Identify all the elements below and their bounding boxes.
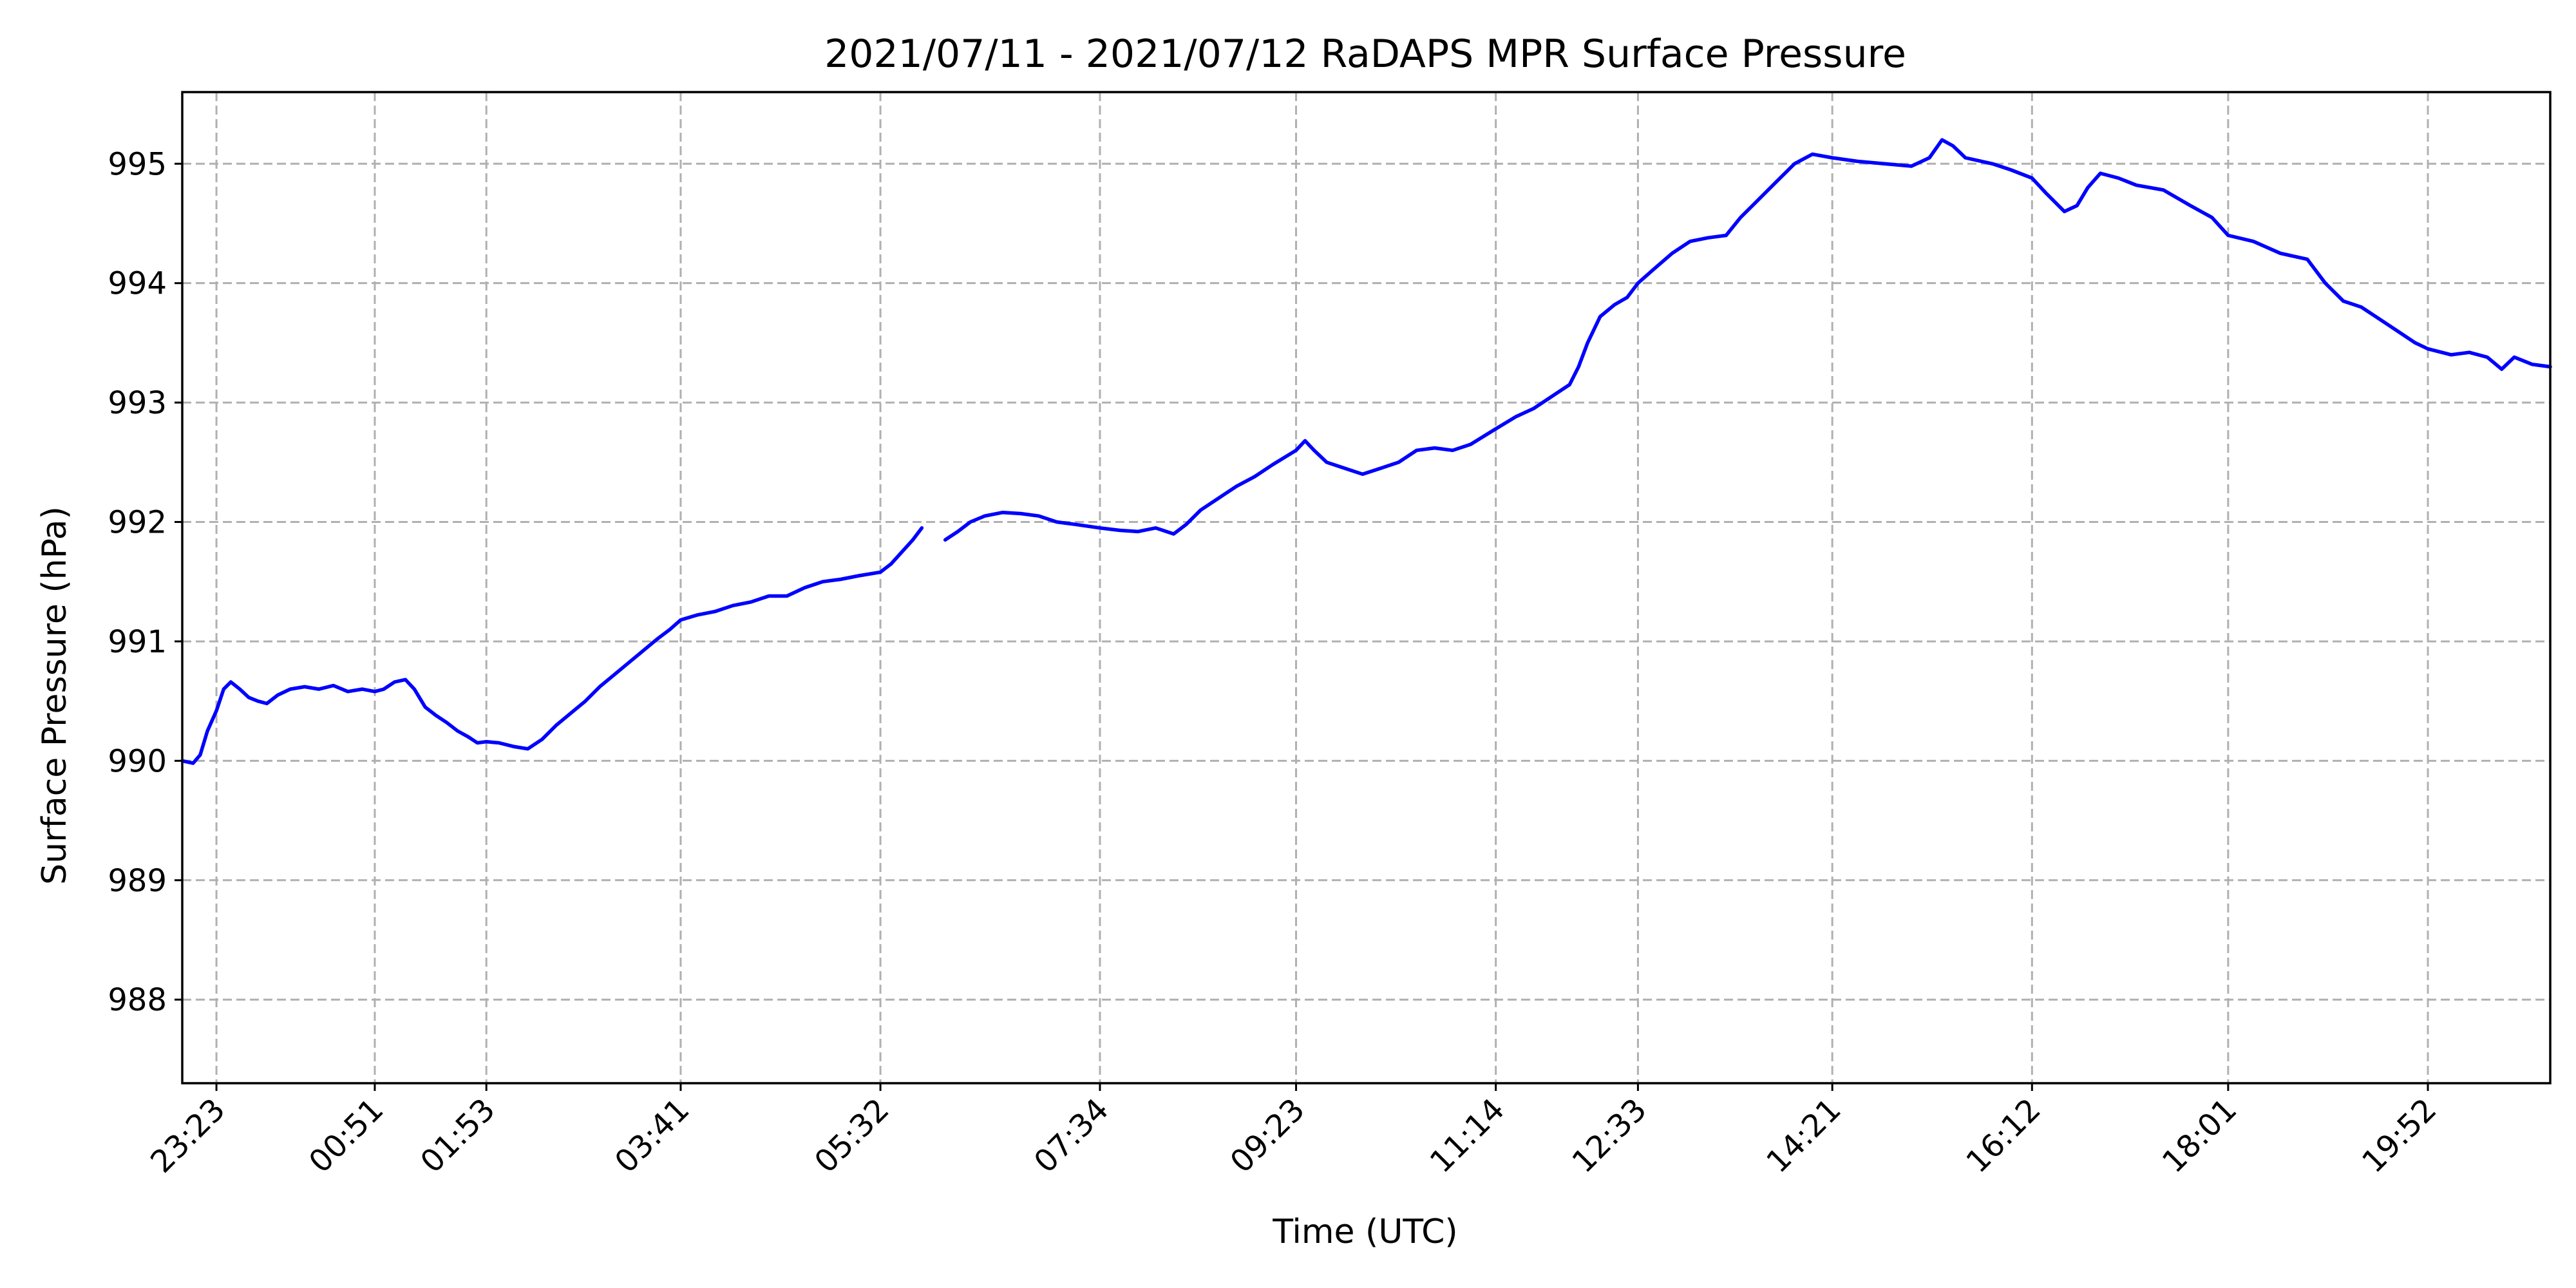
y-tick-label: 993 <box>108 385 167 421</box>
axis-ticks <box>175 162 2429 1091</box>
pressure-series-line <box>943 138 2552 542</box>
y-tick-label: 990 <box>108 743 167 779</box>
series-layer <box>180 138 2552 765</box>
y-tick-label: 995 <box>108 146 167 182</box>
chart-title: 2021/07/11 - 2021/07/12 RaDAPS MPR Surfa… <box>824 32 1906 77</box>
y-axis-label: Surface Pressure (hPa) <box>35 506 74 885</box>
y-tick-label: 992 <box>108 505 167 541</box>
y-tick-label: 989 <box>108 863 167 899</box>
y-tick-label: 988 <box>108 982 167 1018</box>
x-axis-label: Time (UTC) <box>1272 1213 1457 1251</box>
grid-lines <box>182 92 2550 1083</box>
pressure-series-line <box>180 526 924 765</box>
plot-frame <box>181 91 2552 1084</box>
y-tick-label: 994 <box>108 266 167 302</box>
y-tick-label: 991 <box>108 624 167 660</box>
